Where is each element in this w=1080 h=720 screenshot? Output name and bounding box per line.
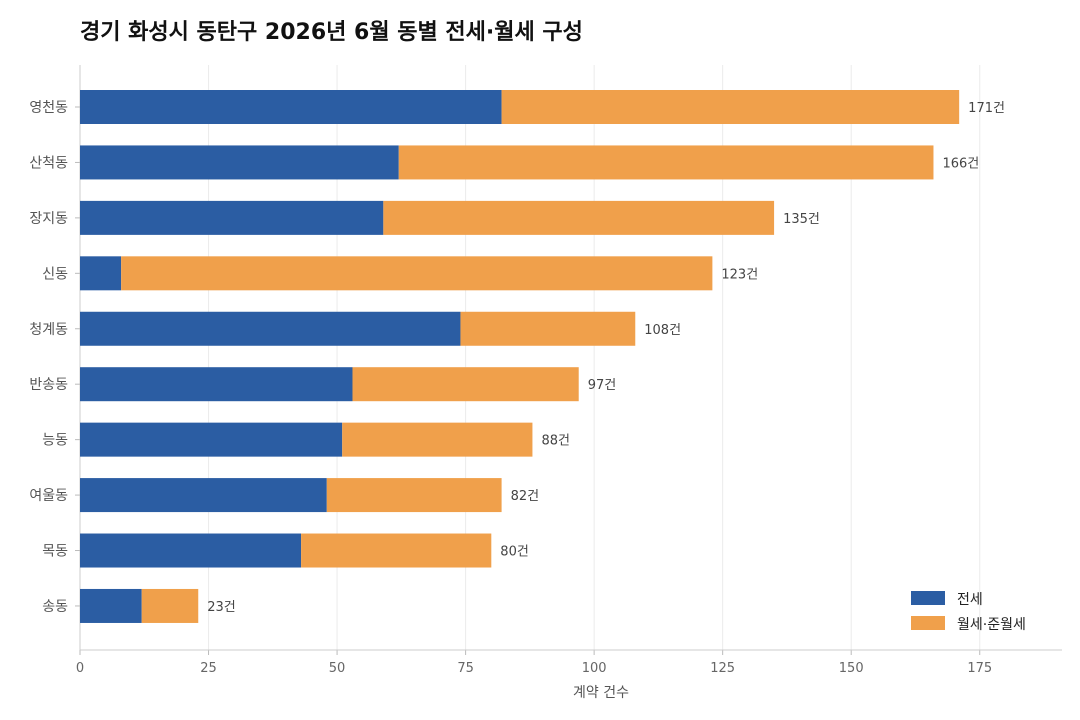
category-label: 청계동 bbox=[29, 322, 68, 338]
bar-segment-jeonse bbox=[80, 588, 142, 623]
legend-swatch bbox=[911, 616, 945, 630]
bar-segment-wolse bbox=[326, 478, 502, 513]
category-label: 송동 bbox=[42, 599, 68, 615]
bar-segment-jeonse bbox=[80, 533, 302, 568]
legend-swatch bbox=[911, 591, 945, 605]
bar-segment-jeonse bbox=[80, 311, 461, 346]
category-label: 능동 bbox=[42, 433, 68, 449]
bar-segment-jeonse bbox=[80, 478, 327, 513]
x-tick-label: 175 bbox=[967, 661, 992, 676]
total-label: 88건 bbox=[541, 434, 570, 449]
category-label: 장지동 bbox=[29, 211, 68, 227]
category-label: 산척동 bbox=[29, 155, 68, 171]
x-tick-label: 100 bbox=[582, 661, 607, 676]
total-label: 80건 bbox=[500, 545, 529, 560]
x-tick-label: 75 bbox=[457, 661, 474, 676]
legend-label: 월세·준월세 bbox=[957, 617, 1026, 633]
bar-segment-wolse bbox=[460, 311, 636, 346]
bar-segment-jeonse bbox=[80, 256, 122, 291]
category-label: 반송동 bbox=[29, 377, 68, 393]
category-label: 신동 bbox=[42, 266, 68, 282]
bar-segment-jeonse bbox=[80, 367, 353, 402]
total-label: 23건 bbox=[207, 600, 236, 615]
bar-segment-jeonse bbox=[80, 200, 384, 235]
x-tick-label: 50 bbox=[329, 661, 346, 676]
total-label: 135건 bbox=[783, 212, 820, 227]
bar-segment-wolse bbox=[398, 145, 934, 180]
chart-title: 경기 화성시 동탄구 2026년 6월 동별 전세·월세 구성 bbox=[80, 20, 583, 45]
x-tick-label: 0 bbox=[76, 661, 84, 676]
total-label: 166건 bbox=[942, 156, 979, 171]
x-tick-label: 150 bbox=[839, 661, 864, 676]
bar-segment-wolse bbox=[501, 90, 960, 124]
category-label: 여울동 bbox=[29, 488, 68, 504]
bars bbox=[80, 90, 960, 623]
bar-segment-wolse bbox=[352, 367, 579, 402]
category-label: 영천동 bbox=[29, 100, 68, 116]
total-label: 171건 bbox=[968, 101, 1005, 116]
bar-segment-wolse bbox=[383, 200, 775, 235]
bar-segment-wolse bbox=[121, 256, 713, 291]
x-tick-label: 25 bbox=[200, 661, 217, 676]
x-tick-label: 125 bbox=[710, 661, 735, 676]
category-label: 목동 bbox=[42, 544, 68, 560]
bar-segment-jeonse bbox=[80, 90, 502, 124]
bar-segment-jeonse bbox=[80, 422, 343, 457]
total-label: 108건 bbox=[644, 323, 681, 338]
total-label: 123건 bbox=[721, 267, 758, 282]
bar-segment-wolse bbox=[342, 422, 533, 457]
total-label: 82건 bbox=[511, 489, 540, 504]
bar-segment-wolse bbox=[301, 533, 492, 568]
legend-label: 전세 bbox=[957, 592, 983, 608]
x-axis-title: 계약 건수 bbox=[573, 685, 629, 701]
total-label: 97건 bbox=[588, 378, 617, 393]
bar-segment-wolse bbox=[141, 588, 199, 623]
bar-segment-jeonse bbox=[80, 145, 399, 180]
